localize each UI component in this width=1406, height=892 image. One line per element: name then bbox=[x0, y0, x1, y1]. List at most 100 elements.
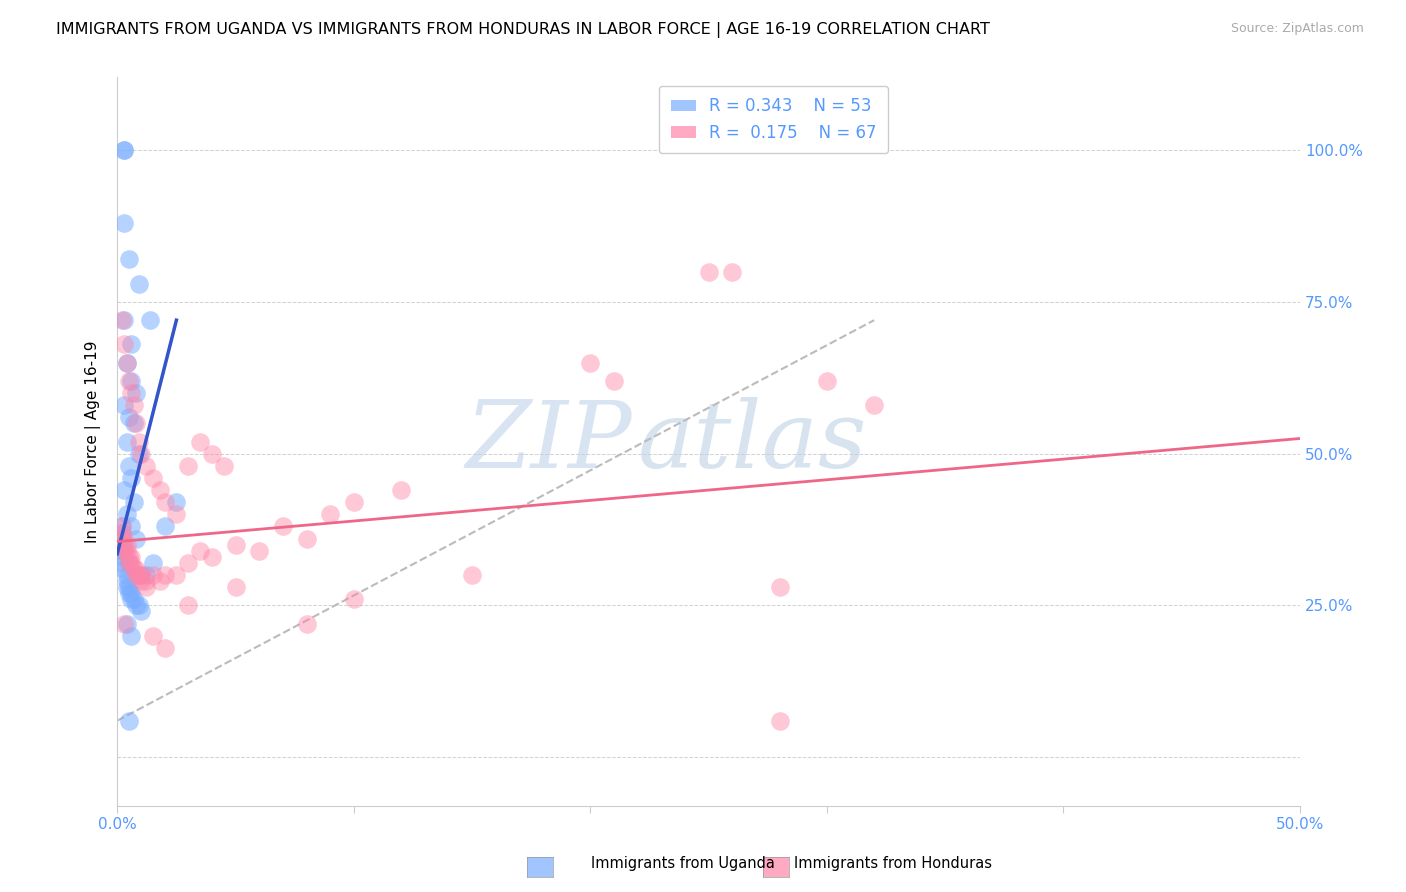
Point bbox=[129, 604, 152, 618]
Point bbox=[112, 143, 135, 157]
Point bbox=[111, 543, 134, 558]
Point bbox=[153, 640, 176, 655]
Point bbox=[112, 543, 135, 558]
Point bbox=[149, 574, 172, 588]
Point bbox=[343, 495, 366, 509]
Point bbox=[115, 543, 138, 558]
Point bbox=[122, 417, 145, 431]
Point bbox=[112, 616, 135, 631]
Point bbox=[111, 532, 134, 546]
Point bbox=[121, 629, 143, 643]
Point bbox=[111, 538, 134, 552]
Point bbox=[129, 447, 152, 461]
Point bbox=[343, 592, 366, 607]
Point bbox=[128, 568, 150, 582]
Point bbox=[295, 532, 318, 546]
Point bbox=[111, 525, 134, 540]
Point bbox=[125, 568, 148, 582]
Point bbox=[579, 356, 602, 370]
Point bbox=[112, 216, 135, 230]
Point bbox=[128, 447, 150, 461]
Point bbox=[212, 458, 235, 473]
Point bbox=[115, 434, 138, 449]
Point bbox=[153, 495, 176, 509]
Point bbox=[129, 568, 152, 582]
Point bbox=[115, 356, 138, 370]
Point bbox=[125, 562, 148, 576]
Point bbox=[768, 714, 790, 728]
Point bbox=[225, 538, 247, 552]
Point bbox=[121, 519, 143, 533]
Point bbox=[111, 313, 134, 327]
Point bbox=[118, 586, 141, 600]
Point bbox=[201, 549, 224, 564]
Point bbox=[121, 471, 143, 485]
Point bbox=[121, 549, 143, 564]
Point bbox=[863, 398, 886, 412]
Point bbox=[165, 508, 187, 522]
Point bbox=[271, 519, 294, 533]
Point bbox=[111, 556, 134, 570]
Point bbox=[815, 374, 838, 388]
Point bbox=[112, 538, 135, 552]
Point bbox=[118, 556, 141, 570]
Point bbox=[247, 543, 270, 558]
Point bbox=[142, 471, 165, 485]
Point bbox=[121, 556, 143, 570]
Point bbox=[461, 568, 484, 582]
Point bbox=[188, 434, 211, 449]
Point bbox=[118, 410, 141, 425]
Point bbox=[697, 265, 720, 279]
Point bbox=[122, 495, 145, 509]
Point bbox=[295, 616, 318, 631]
Point bbox=[115, 568, 138, 582]
Point bbox=[125, 599, 148, 613]
Point bbox=[112, 143, 135, 157]
Point bbox=[121, 592, 143, 607]
Point bbox=[319, 508, 342, 522]
Point bbox=[115, 580, 138, 594]
Point bbox=[111, 532, 134, 546]
Point bbox=[122, 398, 145, 412]
Point bbox=[115, 538, 138, 552]
Point bbox=[125, 417, 148, 431]
Point bbox=[121, 374, 143, 388]
Point bbox=[121, 386, 143, 401]
Point bbox=[153, 519, 176, 533]
Point bbox=[112, 549, 135, 564]
Point bbox=[768, 580, 790, 594]
Point bbox=[111, 525, 134, 540]
Point bbox=[135, 458, 157, 473]
Point bbox=[135, 574, 157, 588]
Point bbox=[115, 616, 138, 631]
Point bbox=[122, 562, 145, 576]
Point bbox=[121, 337, 143, 351]
Point bbox=[125, 532, 148, 546]
Text: atlas: atlas bbox=[638, 397, 868, 486]
Text: Immigrants from Honduras: Immigrants from Honduras bbox=[794, 856, 993, 871]
Point bbox=[177, 599, 200, 613]
Point bbox=[118, 580, 141, 594]
Point bbox=[118, 374, 141, 388]
Point bbox=[118, 458, 141, 473]
Point bbox=[128, 277, 150, 291]
Legend: R = 0.343    N = 53, R =  0.175    N = 67: R = 0.343 N = 53, R = 0.175 N = 67 bbox=[659, 86, 889, 153]
Point bbox=[111, 519, 134, 533]
Point bbox=[129, 568, 152, 582]
Point bbox=[115, 574, 138, 588]
Point bbox=[118, 714, 141, 728]
Point bbox=[115, 356, 138, 370]
Point bbox=[142, 629, 165, 643]
Point bbox=[129, 574, 152, 588]
Point bbox=[112, 562, 135, 576]
Text: Immigrants from Uganda: Immigrants from Uganda bbox=[591, 856, 775, 871]
Point bbox=[142, 568, 165, 582]
Point bbox=[118, 252, 141, 267]
Point bbox=[165, 568, 187, 582]
Point bbox=[128, 599, 150, 613]
Point bbox=[139, 313, 162, 327]
Point bbox=[225, 580, 247, 594]
Point bbox=[128, 434, 150, 449]
Point bbox=[112, 313, 135, 327]
Point bbox=[188, 543, 211, 558]
